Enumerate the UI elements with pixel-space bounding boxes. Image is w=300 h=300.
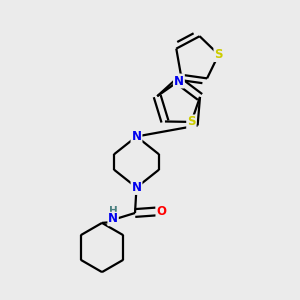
Text: O: O bbox=[156, 205, 167, 218]
Text: N: N bbox=[131, 130, 142, 143]
Text: S: S bbox=[214, 48, 223, 61]
Text: N: N bbox=[174, 74, 184, 88]
Text: N: N bbox=[131, 181, 142, 194]
Text: S: S bbox=[187, 116, 196, 128]
Text: N: N bbox=[108, 212, 118, 226]
Text: H: H bbox=[109, 206, 118, 217]
